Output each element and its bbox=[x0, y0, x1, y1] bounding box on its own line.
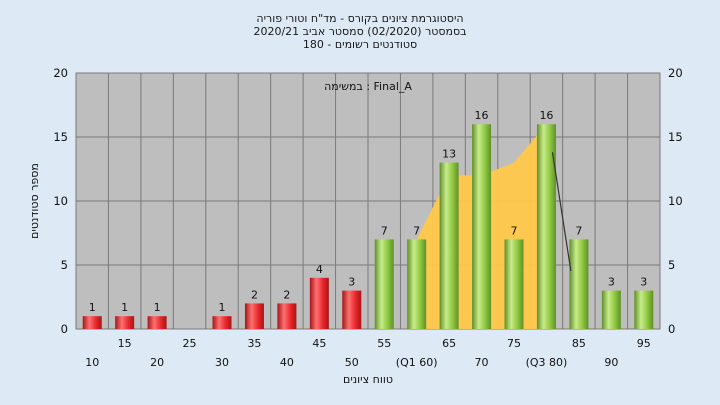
x-tick-4: 30 bbox=[215, 356, 229, 369]
y-tick-right-20: 20 bbox=[668, 66, 683, 80]
x-tick-15: 85 bbox=[572, 337, 586, 350]
x-tick-13: 75 bbox=[507, 337, 521, 350]
bar-(Q3 80) bbox=[536, 124, 556, 329]
bar-10 bbox=[82, 316, 102, 329]
bar-50 bbox=[342, 290, 362, 329]
data-label-75: 7 bbox=[511, 224, 518, 237]
x-tick-12: 70 bbox=[475, 356, 489, 369]
data-label-50: 3 bbox=[348, 276, 355, 289]
x-tick-8: 50 bbox=[345, 356, 359, 369]
data-label-(Q1 60): 7 bbox=[413, 224, 420, 237]
bar-65 bbox=[439, 162, 459, 329]
x-tick-3: 25 bbox=[183, 337, 197, 350]
y-tick-right-5: 5 bbox=[668, 258, 675, 272]
data-label-20: 1 bbox=[154, 301, 161, 314]
y-axis-title: מספר סטודנטים bbox=[28, 163, 41, 239]
bar-70 bbox=[472, 124, 492, 329]
bar-20 bbox=[147, 316, 167, 329]
data-label-30: 1 bbox=[219, 301, 226, 314]
data-label-15: 1 bbox=[121, 301, 128, 314]
bar-30 bbox=[212, 316, 232, 329]
data-label-70: 16 bbox=[475, 109, 489, 122]
x-tick-1: 15 bbox=[118, 337, 132, 350]
bar-35 bbox=[244, 303, 264, 329]
bar-(Q1 60) bbox=[407, 239, 427, 329]
y-tick-left-5: 5 bbox=[61, 258, 68, 272]
data-label-85: 7 bbox=[575, 224, 582, 237]
y-tick-left-10: 10 bbox=[53, 194, 68, 208]
bars bbox=[82, 124, 654, 329]
y-tick-right-10: 10 bbox=[668, 194, 683, 208]
x-tick-9: 55 bbox=[377, 337, 391, 350]
bar-15 bbox=[115, 316, 135, 329]
x-tick-6: 40 bbox=[280, 356, 294, 369]
bar-45 bbox=[309, 277, 329, 329]
data-labels: 1 1 1 1 2 2 4 3 7 7 13 16 7 16 7 3 3 bbox=[89, 109, 648, 314]
task-annotation: במשימה : Final_A bbox=[324, 80, 412, 93]
x-tick-2: 20 bbox=[150, 356, 164, 369]
data-label-35: 2 bbox=[251, 288, 258, 301]
y-tick-right-0: 0 bbox=[668, 322, 675, 336]
x-tick-5: 35 bbox=[247, 337, 261, 350]
x-axis-title: טווח ציונים bbox=[343, 373, 393, 386]
bar-90 bbox=[601, 290, 621, 329]
data-label-(Q3 80): 16 bbox=[539, 109, 553, 122]
y-tick-left-20: 20 bbox=[53, 66, 68, 80]
bar-40 bbox=[277, 303, 297, 329]
x-tick-7: 45 bbox=[312, 337, 326, 350]
data-label-10: 1 bbox=[89, 301, 96, 314]
y-tick-left-0: 0 bbox=[61, 322, 68, 336]
y-tick-left-15: 15 bbox=[53, 130, 68, 144]
data-label-95: 3 bbox=[640, 276, 647, 289]
data-label-45: 4 bbox=[316, 263, 323, 276]
x-tick-11: 65 bbox=[442, 337, 456, 350]
data-label-90: 3 bbox=[608, 276, 615, 289]
trend-line bbox=[551, 152, 572, 272]
chart-title-line-2: בסמסטר (02/2020) סמסטר אביב 2020/21 bbox=[253, 25, 466, 38]
x-tick-14: (Q3 80) bbox=[526, 356, 568, 369]
bar-55 bbox=[374, 239, 394, 329]
data-label-65: 13 bbox=[442, 148, 456, 161]
bar-85 bbox=[569, 239, 589, 329]
x-tick-10: (Q1 60) bbox=[396, 356, 438, 369]
x-tick-0: 10 bbox=[85, 356, 99, 369]
bar-95 bbox=[634, 290, 654, 329]
data-label-40: 2 bbox=[283, 288, 290, 301]
chart-title-line-1: היסטוגרמת ציונים בקורס - מד"ח וטורי פורי… bbox=[256, 12, 463, 25]
data-label-55: 7 bbox=[381, 224, 388, 237]
y-tick-right-15: 15 bbox=[668, 130, 683, 144]
bar-75 bbox=[504, 239, 524, 329]
x-tick-17: 95 bbox=[637, 337, 651, 350]
x-tick-16: 90 bbox=[604, 356, 618, 369]
chart-title-line-3: סטודנטים רשומים - 180 bbox=[303, 38, 417, 51]
